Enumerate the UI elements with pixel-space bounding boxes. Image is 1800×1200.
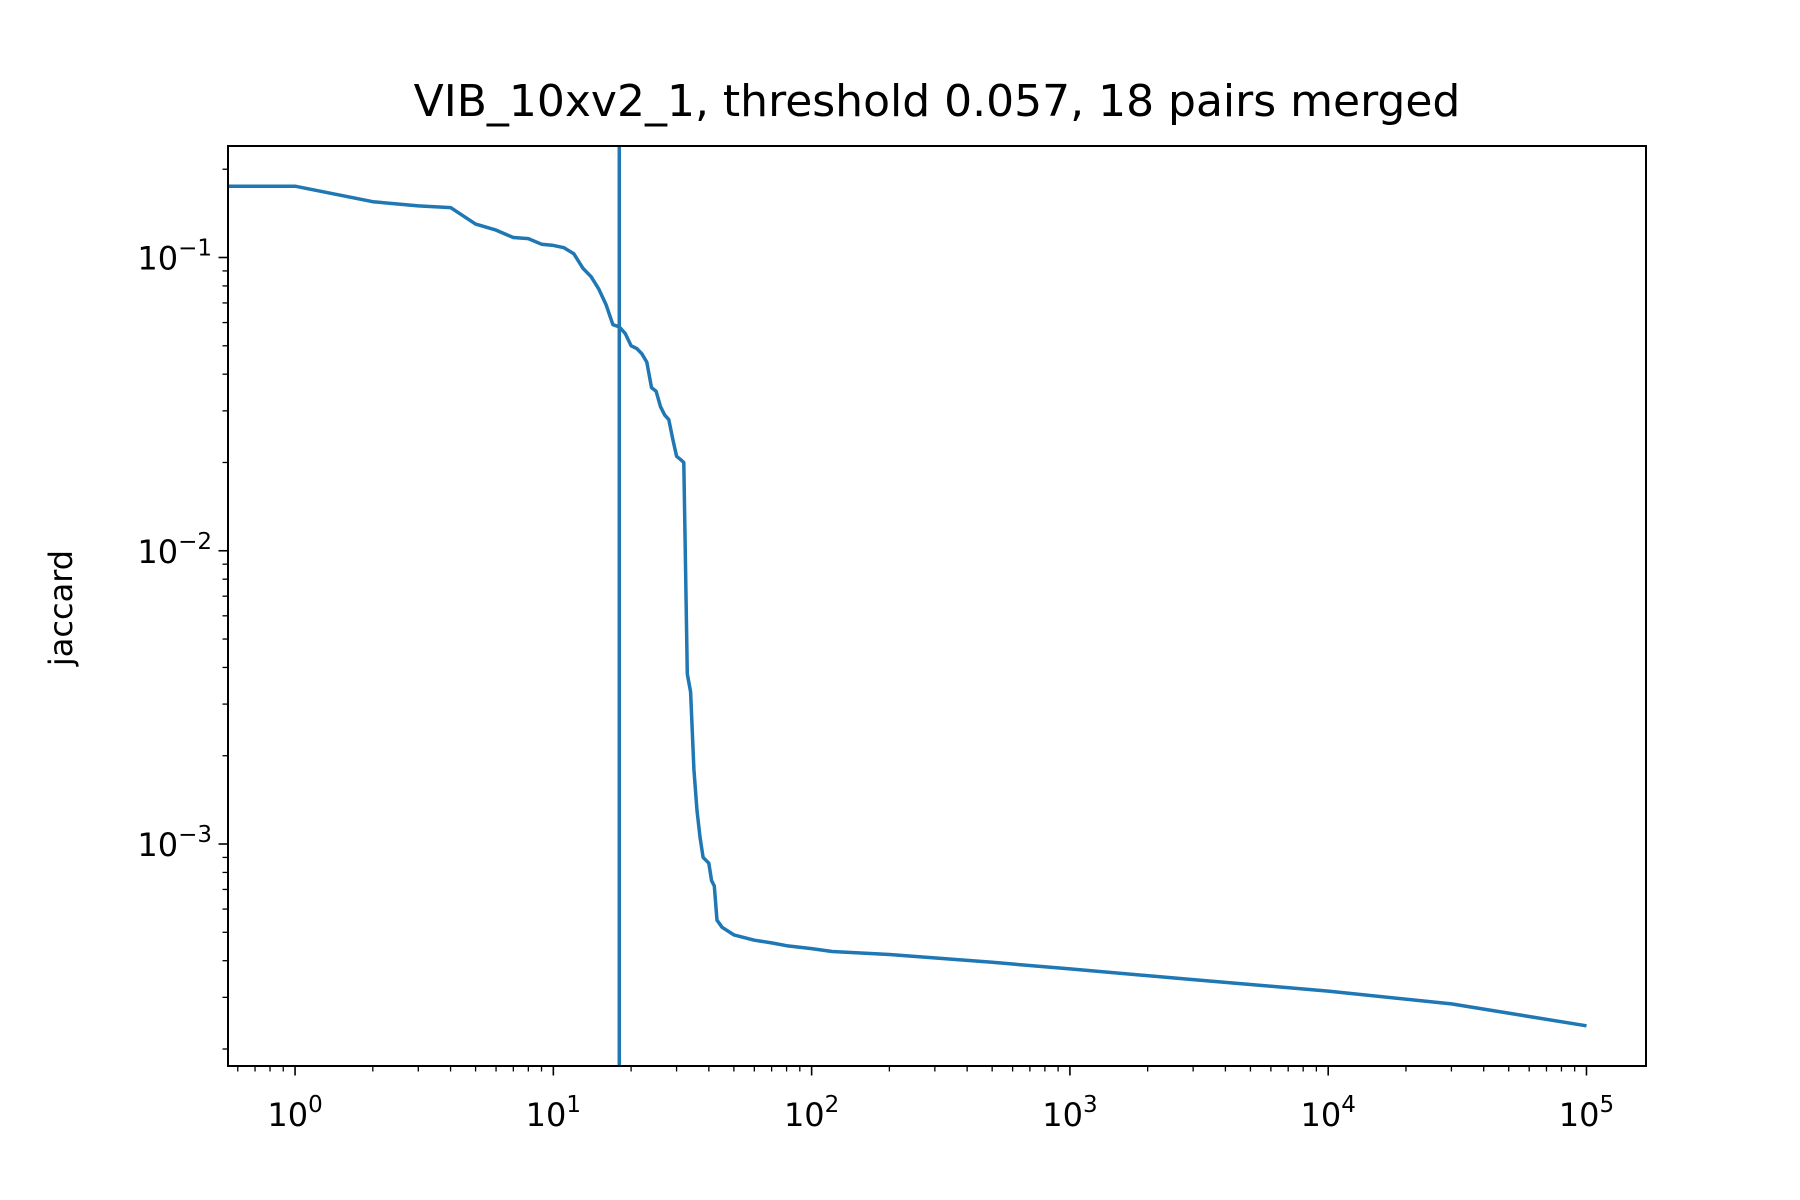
y-tick-label: 10−1 — [137, 235, 212, 277]
x-tick-label: 101 — [526, 1092, 581, 1134]
chart-title: VIB_10xv2_1, threshold 0.057, 18 pairs m… — [414, 76, 1461, 127]
jaccard-series-line — [228, 184, 1587, 1028]
y-tick-label: 10−3 — [137, 822, 212, 864]
x-tick-label: 104 — [1301, 1092, 1356, 1134]
plot-frame — [227, 145, 1647, 1067]
x-tick-label: 105 — [1559, 1092, 1614, 1134]
x-tick-label: 100 — [267, 1092, 322, 1134]
plot-area: 100 101 102 103 104 105 10−1 10−2 10−3 — [137, 145, 1647, 1134]
y-tick-label: 10−2 — [137, 529, 212, 571]
x-tick-label: 102 — [784, 1092, 839, 1134]
x-tick-label: 103 — [1042, 1092, 1097, 1134]
y-axis-label: jaccard — [42, 550, 80, 667]
